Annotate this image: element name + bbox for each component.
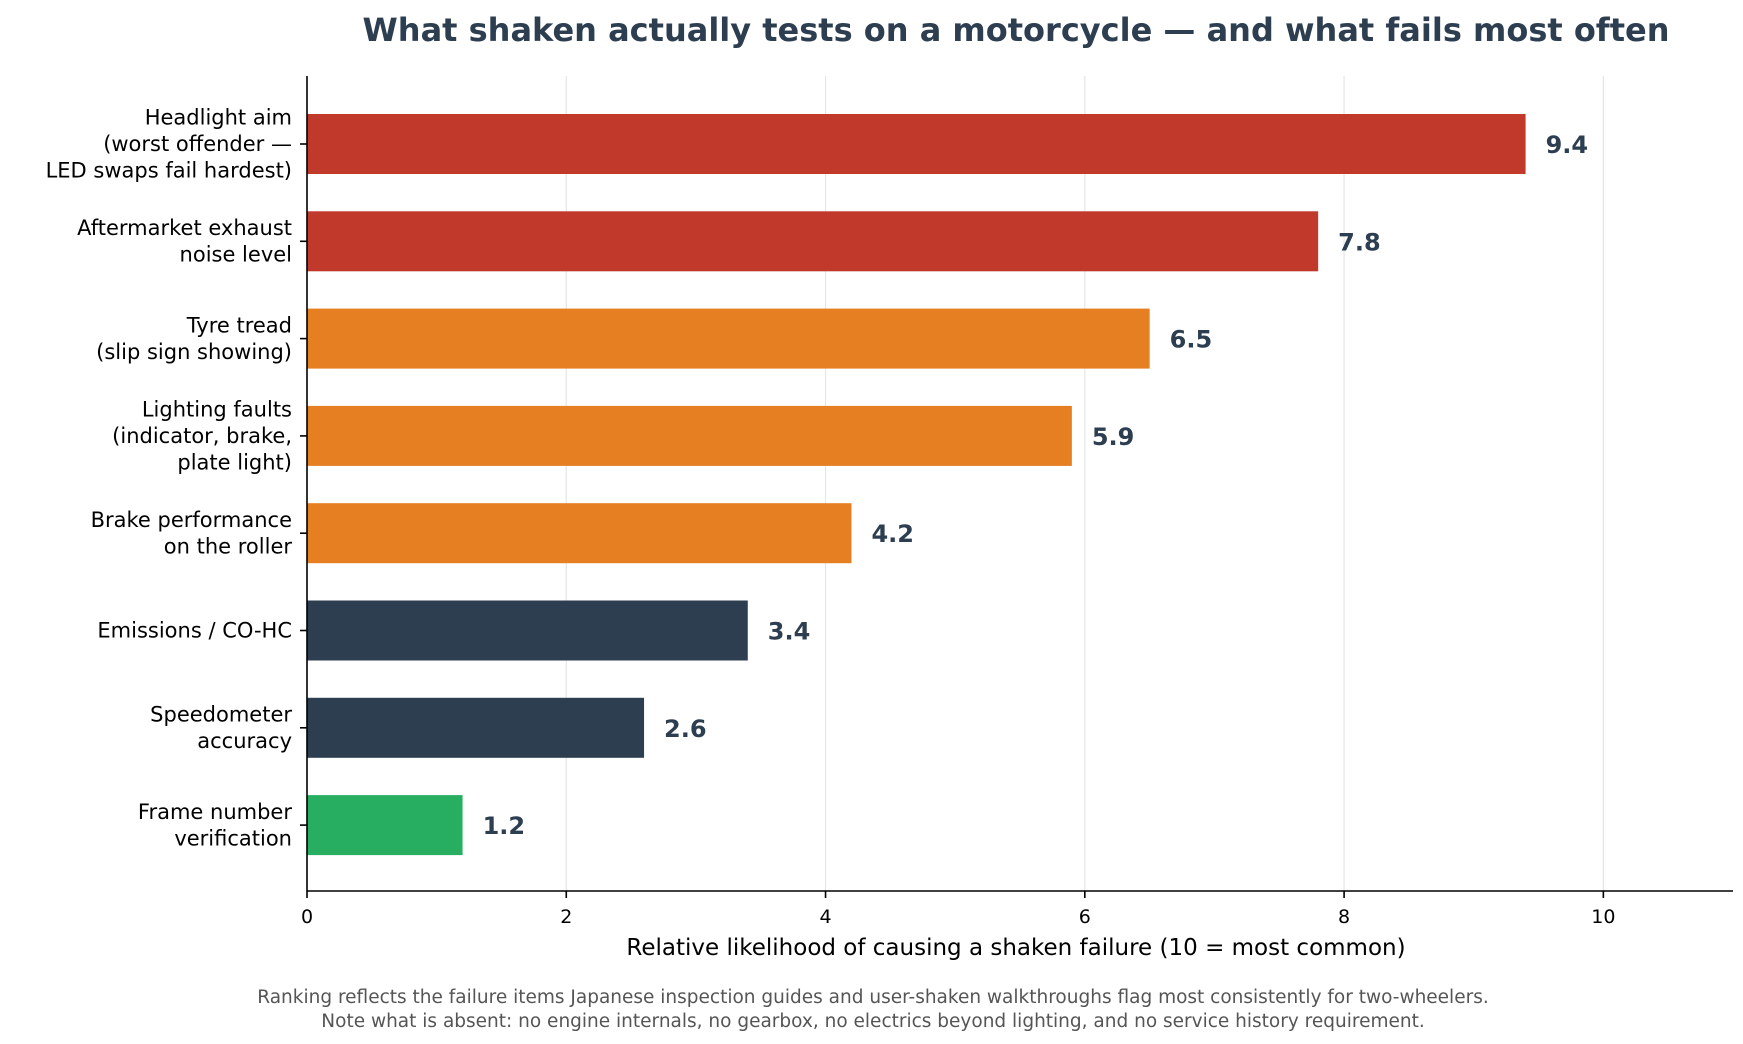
value-label: 4.2 — [871, 520, 914, 548]
footnote-line: Note what is absent: no engine internals… — [321, 1011, 1424, 1032]
x-tick-label: 4 — [819, 906, 831, 928]
footnote-line: Ranking reflects the failure items Japan… — [257, 987, 1488, 1008]
x-tick-label: 10 — [1591, 906, 1615, 928]
category-label-line: on the roller — [164, 534, 293, 558]
category-label-line: (worst offender — — [103, 132, 292, 156]
category-label-line: (slip sign showing) — [96, 340, 292, 364]
bar — [307, 697, 645, 758]
category-label-line: Brake performance — [91, 508, 292, 532]
bar — [307, 405, 1072, 466]
category-label: Tyre tread (slip sign showing) — [96, 313, 292, 364]
bar — [307, 503, 852, 564]
footnote: Ranking reflects the failure items Japan… — [257, 987, 1488, 1032]
category-label-line: Frame number — [138, 800, 292, 824]
category-label-line: Emissions / CO-HC — [97, 619, 292, 643]
bar — [307, 114, 1526, 174]
category-label-line: Aftermarket exhaust — [77, 216, 292, 240]
bar — [307, 600, 748, 661]
category-label-line: noise level — [180, 243, 292, 267]
value-label: 7.8 — [1338, 228, 1381, 256]
value-label: 3.4 — [768, 618, 811, 646]
category-label: Headlight aim(worst offender — LED swaps … — [46, 106, 292, 183]
chart-title: What shaken actually tests on a motorcyc… — [363, 11, 1670, 49]
value-label: 9.4 — [1546, 131, 1589, 159]
value-label: 2.6 — [664, 715, 707, 743]
category-label: Aftermarket exhaust noise level — [77, 216, 292, 266]
bars — [307, 114, 1526, 856]
category-label-line: LED swaps fail hardest) — [46, 159, 292, 183]
bar — [307, 795, 463, 856]
value-label: 6.5 — [1170, 326, 1213, 354]
category-labels: 9.4 Headlight aim(worst offender — LED swa… — [46, 106, 1589, 851]
axes: 0 2 4 6 8 10 — [300, 76, 1733, 928]
bar — [307, 308, 1150, 369]
value-label: 1.2 — [483, 812, 526, 840]
grid-lines — [565, 76, 1604, 891]
category-label: Lighting faults (indicator, brake,plate l… — [112, 397, 292, 474]
category-label: Emissions / CO-HC — [97, 619, 292, 643]
x-axis-label: Relative likelihood of causing a shaken … — [626, 935, 1405, 961]
category-label-line: Headlight aim — [145, 106, 292, 130]
x-tick-label: 8 — [1338, 906, 1350, 928]
category-label-line: accuracy — [197, 729, 292, 753]
category-label-line: plate light) — [177, 450, 292, 474]
x-tick-label: 0 — [301, 906, 313, 928]
category-label-line: Speedometer — [150, 703, 292, 727]
bar — [307, 211, 1319, 272]
category-label-line: (indicator, brake, — [112, 424, 292, 448]
x-tick-label: 6 — [1079, 906, 1091, 928]
value-label: 5.9 — [1092, 423, 1135, 451]
category-label-line: Lighting faults — [142, 397, 292, 421]
x-tick-label: 2 — [560, 906, 572, 928]
category-label-line: verification — [174, 826, 292, 850]
category-label-line: Tyre tread — [186, 313, 292, 337]
